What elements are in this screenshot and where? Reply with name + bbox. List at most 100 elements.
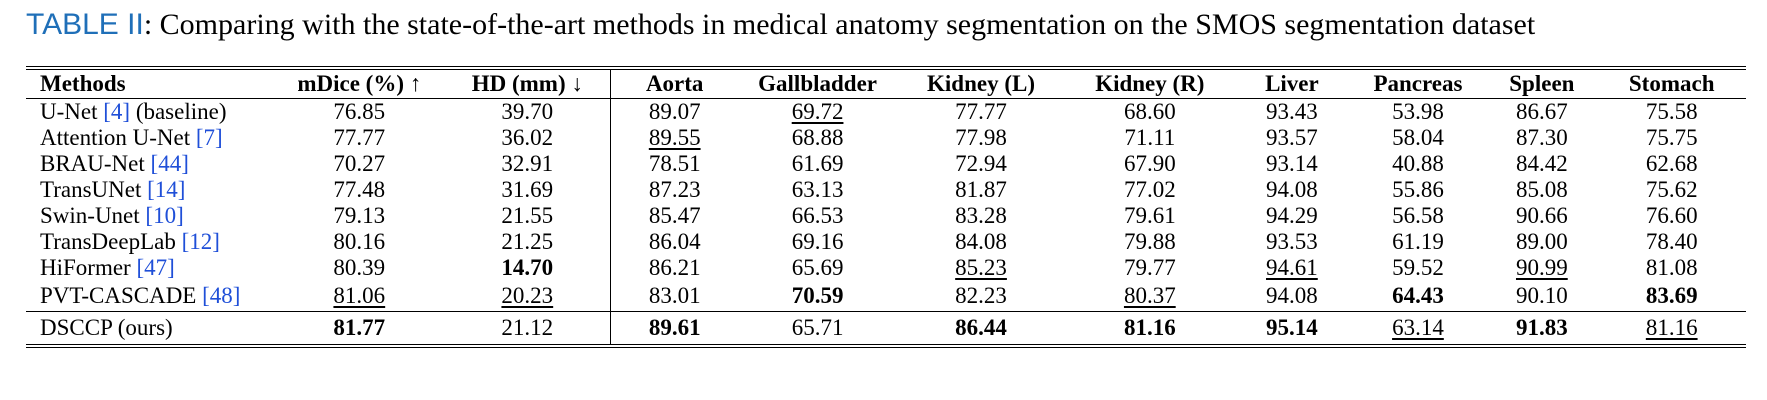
value-cell: 89.00 <box>1515 229 1568 254</box>
method-name: BRAU-Net <box>40 151 151 176</box>
value-cell: 65.71 <box>738 311 897 348</box>
value-cell: 77.98 <box>955 125 1007 150</box>
value-cell: 87.23 <box>648 177 701 202</box>
value-cell: 70.59 <box>739 281 897 312</box>
method-cell: TransDeepLab [12] <box>26 229 274 255</box>
value-cell: 66.53 <box>791 203 844 228</box>
value-cell: 79.61 <box>1123 203 1176 228</box>
second-best-value: 63.14 <box>1392 315 1444 340</box>
table-row: Attention U-Net [7] 77.77 36.02 89.55 68… <box>26 125 1746 151</box>
table-row: TransDeepLab [12] 80.16 21.25 86.04 69.1… <box>26 229 1746 255</box>
value-cell: 87.30 <box>1515 125 1568 150</box>
value-cell: 39.70 <box>444 98 611 125</box>
header-mdice: mDice (%) ↑ <box>273 68 445 99</box>
method-name: Attention U-Net <box>40 125 196 150</box>
header-gallbladder: Gallbladder <box>738 68 897 99</box>
value-cell: 14.70 <box>444 255 611 281</box>
best-value: 95.14 <box>1266 315 1318 340</box>
second-best-value: 20.23 <box>501 283 554 308</box>
header-liver: Liver <box>1234 68 1350 99</box>
value-cell: 85.47 <box>648 203 701 228</box>
method-cell: BRAU-Net [44] <box>26 151 274 177</box>
results-table: Methods mDice (%) ↑ HD (mm) ↓ Aorta Gall… <box>26 66 1746 348</box>
method-cell: PVT-CASCADE [48] <box>26 281 274 312</box>
method-cell: Attention U-Net [7] <box>26 125 274 151</box>
header-spleen: Spleen <box>1486 68 1598 99</box>
value-cell: 63.13 <box>791 177 844 202</box>
citation-link[interactable]: [4] <box>103 99 131 124</box>
value-cell: 75.62 <box>1645 177 1698 202</box>
table-row: U-Net [4] (baseline) 76.85 39.70 89.07 6… <box>26 98 1746 126</box>
value-cell: 94.29 <box>1266 203 1318 228</box>
citation-link[interactable]: [7] <box>195 125 223 150</box>
header-hd: HD (mm) ↓ <box>444 68 611 99</box>
best-value: 81.77 <box>333 315 386 340</box>
value-cell: 21.25 <box>444 229 611 255</box>
method-name: Swin-Unet <box>40 203 146 228</box>
value-cell: 69.16 <box>791 229 844 254</box>
value-cell: 80.16 <box>333 229 386 254</box>
value-cell: 89.07 <box>648 99 701 124</box>
citation-link[interactable]: [12] <box>181 229 220 254</box>
method-cell: TransUNet [14] <box>26 177 274 203</box>
second-best-value: 69.72 <box>791 99 844 124</box>
second-best-value: 89.55 <box>648 125 701 150</box>
citation-link[interactable]: [48] <box>202 283 241 308</box>
value-cell: 93.14 <box>1266 151 1318 176</box>
value-cell: 93.43 <box>1266 99 1318 124</box>
value-cell: 68.60 <box>1123 99 1176 124</box>
value-cell: 76.60 <box>1645 203 1698 228</box>
value-cell: 81.87 <box>955 177 1007 202</box>
value-cell: 79.88 <box>1123 229 1176 254</box>
header-row: Methods mDice (%) ↑ HD (mm) ↓ Aorta Gall… <box>26 68 1746 99</box>
best-value: 70.59 <box>791 283 844 308</box>
value-cell: 83.28 <box>955 203 1007 228</box>
value-cell: 90.99 <box>1486 255 1597 281</box>
value-cell: 61.19 <box>1392 229 1444 254</box>
table-row: PVT-CASCADE [48] 81.06 20.23 83.01 70.59… <box>26 281 1746 312</box>
value-cell: 40.88 <box>1392 151 1444 176</box>
citation-link[interactable]: [10] <box>145 203 184 228</box>
value-cell: 32.91 <box>444 151 611 177</box>
citation-link[interactable]: [44] <box>150 151 189 176</box>
method-name: HiFormer <box>40 255 137 280</box>
header-aorta: Aorta <box>610 68 739 99</box>
value-cell: 85.08 <box>1515 177 1568 202</box>
value-cell: 86.44 <box>896 311 1066 348</box>
header-kidney-r: Kidney (R) <box>1065 68 1235 99</box>
best-value: 14.70 <box>501 255 554 280</box>
best-value: 81.16 <box>1123 315 1176 340</box>
citation-link[interactable]: [47] <box>136 255 175 280</box>
citation-link[interactable]: [14] <box>147 177 186 202</box>
best-value: 64.43 <box>1392 283 1444 308</box>
method-name: TransUNet <box>40 177 148 202</box>
value-cell: 68.88 <box>791 125 844 150</box>
value-cell: 70.27 <box>333 151 386 176</box>
value-cell: 64.43 <box>1350 281 1487 312</box>
value-cell: 77.77 <box>333 125 386 150</box>
value-cell: 75.58 <box>1645 99 1698 124</box>
value-cell: 90.10 <box>1515 283 1568 308</box>
method-cell: U-Net [4] (baseline) <box>26 99 274 126</box>
value-cell: 83.01 <box>648 283 701 308</box>
table-row-ours: DSCCP (ours) 81.77 21.12 89.61 65.71 86.… <box>26 311 1746 348</box>
header-methods: Methods <box>26 68 274 99</box>
value-cell: 91.83 <box>1486 311 1598 348</box>
table-row: HiFormer [47] 80.39 14.70 86.21 65.69 85… <box>26 255 1746 281</box>
value-cell: 89.61 <box>610 311 739 348</box>
value-cell: 94.61 <box>1234 255 1349 281</box>
value-cell: 67.90 <box>1123 151 1176 176</box>
method-name: TransDeepLab <box>40 229 182 254</box>
value-cell: 80.39 <box>333 255 386 280</box>
method-cell: DSCCP (ours) <box>26 311 274 348</box>
value-cell: 72.94 <box>955 151 1007 176</box>
value-cell: 93.57 <box>1266 125 1318 150</box>
second-best-value: 85.23 <box>955 255 1007 280</box>
value-cell: 21.55 <box>444 203 611 229</box>
header-stomach: Stomach <box>1597 68 1746 99</box>
method-name: U-Net <box>40 99 104 124</box>
value-cell: 58.04 <box>1392 125 1444 150</box>
method-cell: Swin-Unet [10] <box>26 203 274 229</box>
value-cell: 69.72 <box>739 99 897 126</box>
value-cell: 84.08 <box>955 229 1007 254</box>
